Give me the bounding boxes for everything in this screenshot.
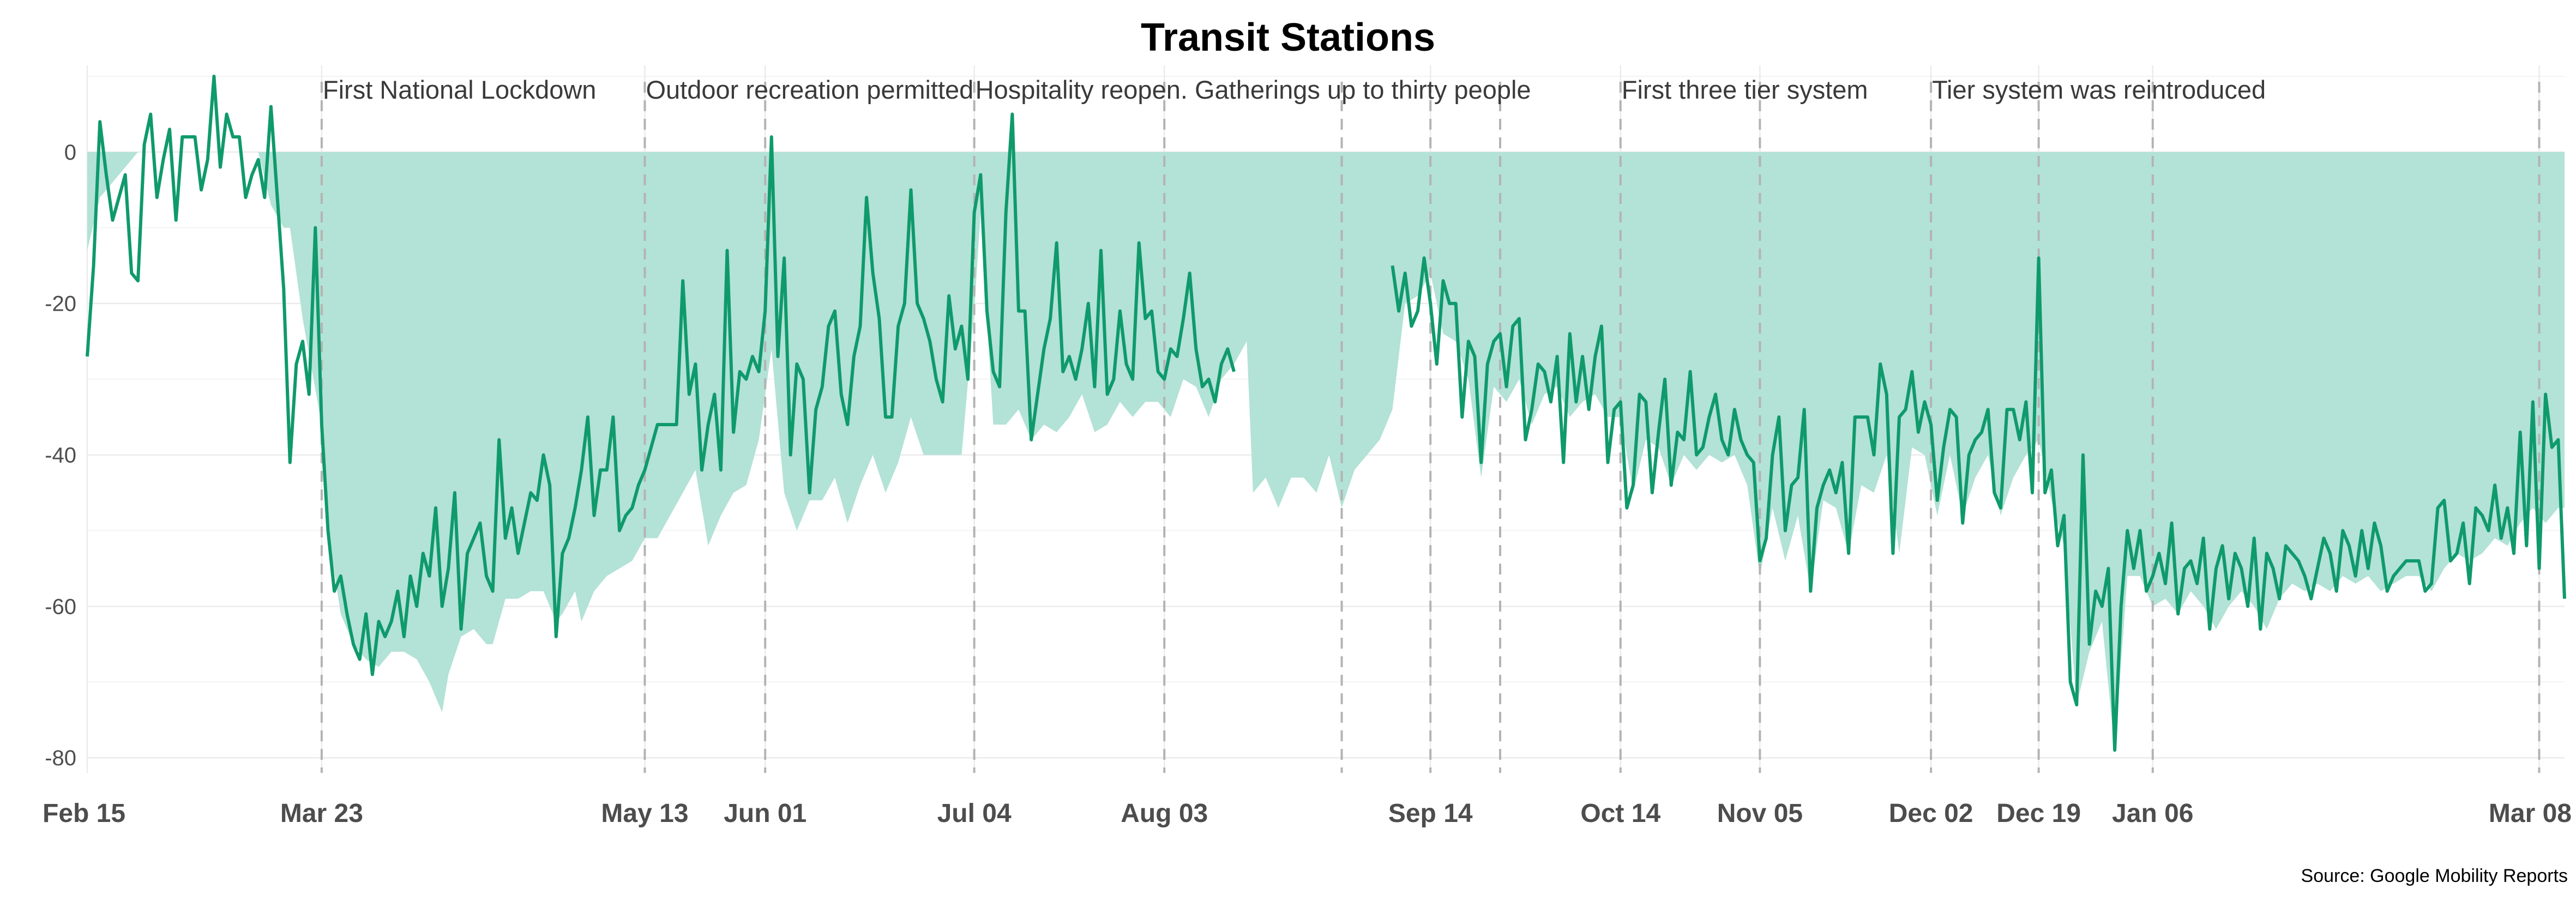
event-label-layer: First National Lockdown Outdoor recreatio… — [323, 75, 2266, 104]
axis-layer: 0 -20 -40 -60 -80 Feb 15 Mar 23 May 13 Jun 01 Jul… — [43, 141, 2572, 828]
source-note: Source: Google Mobility Reports — [2301, 866, 2568, 886]
band-area — [87, 152, 2565, 751]
x-tick-label: Jan 06 — [2112, 799, 2193, 828]
line-layer — [86, 75, 2566, 752]
x-tick-label: Dec 02 — [1889, 799, 1973, 828]
x-tick-label: Sep 14 — [1388, 799, 1473, 828]
y-tick-label: -20 — [45, 292, 76, 316]
y-tick-label: -60 — [45, 595, 76, 619]
y-tick-label: -80 — [45, 746, 76, 770]
x-tick-label: Aug 03 — [1121, 799, 1208, 828]
band-layer — [87, 152, 2565, 751]
series-line — [1391, 256, 2566, 752]
event-label: Outdoor recreation permitted — [646, 75, 973, 104]
x-tick-label: Oct 14 — [1580, 799, 1660, 828]
x-tick-label: Mar 23 — [280, 799, 363, 828]
x-tick-label: Nov 05 — [1717, 799, 1803, 828]
event-label: Tier system was reintroduced — [1932, 75, 2266, 104]
x-tick-label: Dec 19 — [1996, 799, 2081, 828]
y-tick-label: -40 — [45, 444, 76, 468]
x-tick-label: Mar 08 — [2489, 799, 2572, 828]
event-label: First three tier system — [1622, 75, 1868, 104]
x-tick-label: Jun 01 — [724, 799, 806, 828]
x-tick-label: May 13 — [601, 799, 688, 828]
x-tick-label: Feb 15 — [43, 799, 125, 828]
series-line — [86, 75, 1236, 676]
event-label: First National Lockdown — [323, 75, 597, 104]
event-label: Hospitality reopen. Gatherings up to thi… — [976, 75, 1531, 104]
y-tick-label: 0 — [64, 141, 76, 165]
event-layer — [320, 82, 2541, 773]
chart-title: Transit Stations — [1140, 16, 1436, 59]
x-tick-label: Jul 04 — [937, 799, 1012, 828]
